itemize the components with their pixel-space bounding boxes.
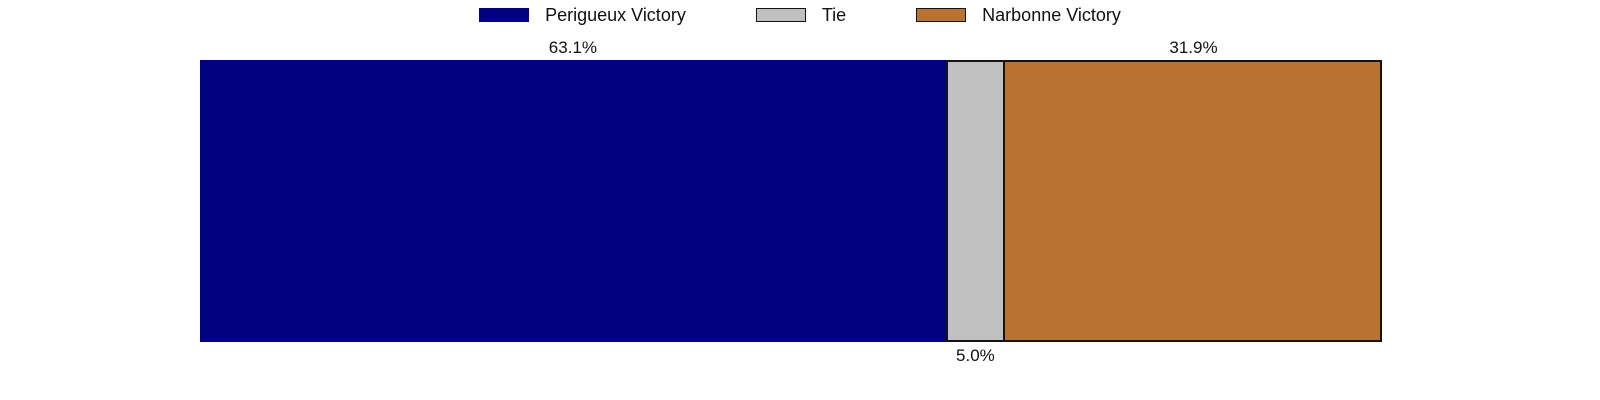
bar-segment-perigueux xyxy=(200,60,946,342)
legend-label-perigueux: Perigueux Victory xyxy=(545,5,686,25)
legend-swatch-tie-icon xyxy=(755,8,806,22)
legend-label-narbonne: Narbonne Victory xyxy=(982,5,1121,25)
legend: Perigueux Victory Tie Narbonne Victory xyxy=(0,2,1600,28)
bar-segment-tie xyxy=(945,60,1005,342)
legend-swatch-perigueux-icon xyxy=(479,8,530,22)
legend-label-tie: Tie xyxy=(821,5,847,25)
label-narbonne-percent: 31.9% xyxy=(1169,38,1218,57)
segment-labels-above: 63.1% 31.9% xyxy=(200,38,1382,58)
legend-item-tie: Tie xyxy=(755,5,847,25)
segment-labels-below: 5.0% xyxy=(200,346,1382,366)
bar-segment-narbonne xyxy=(1002,60,1382,342)
legend-item-perigueux: Perigueux Victory xyxy=(479,6,686,24)
legend-item-narbonne: Narbonne Victory xyxy=(916,6,1121,24)
label-perigueux-percent: 63.1% xyxy=(548,38,598,57)
stacked-bar xyxy=(200,60,1382,342)
label-tie-percent: 5.0% xyxy=(956,346,995,365)
legend-swatch-narbonne-icon xyxy=(916,8,967,22)
